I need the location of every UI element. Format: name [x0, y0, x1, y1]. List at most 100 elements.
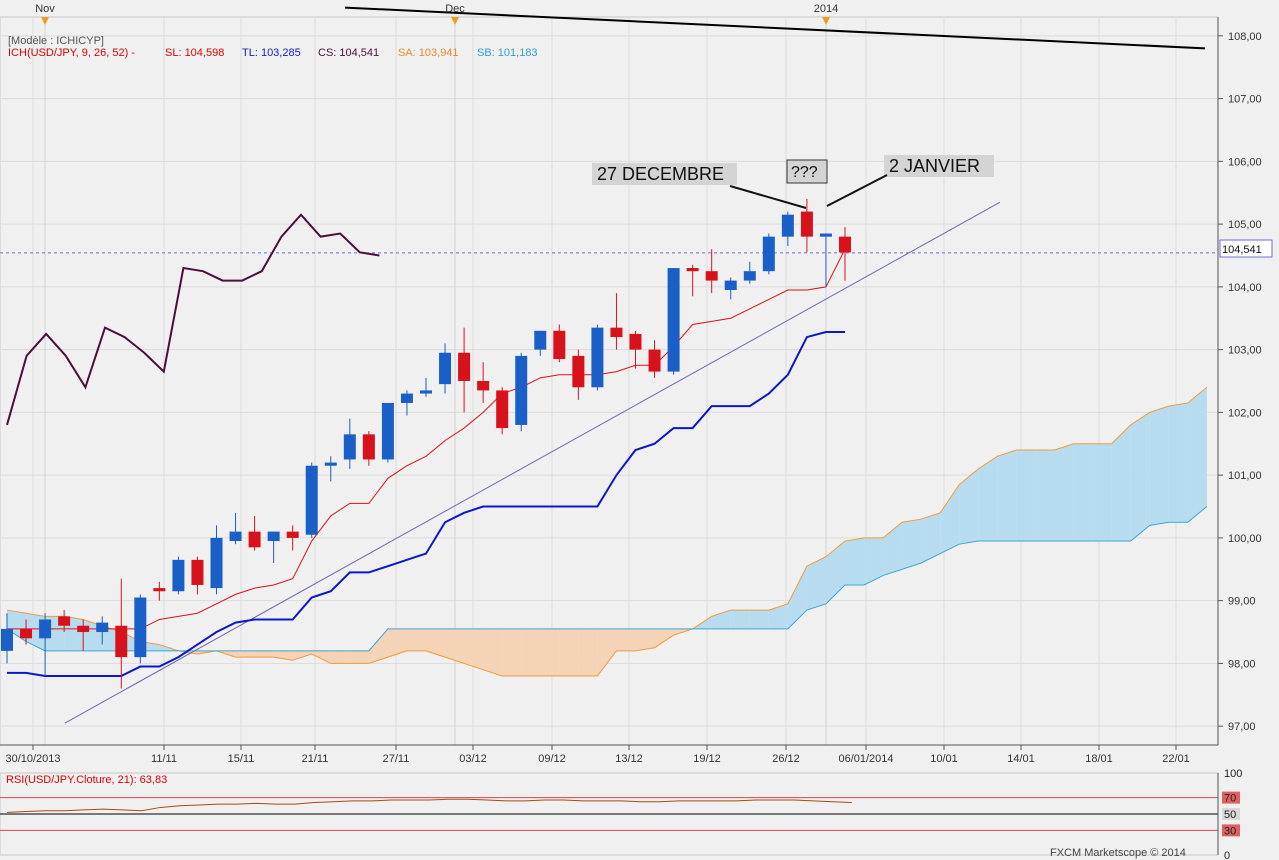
copyright: FXCM Marketscope © 2014: [1050, 847, 1186, 859]
candle-body: [77, 625, 90, 633]
candle-body: [210, 537, 223, 589]
y-tick-label: 103,00: [1228, 345, 1262, 357]
candle-body: [572, 355, 585, 388]
cloud-segment: [921, 512, 941, 563]
candle-body: [324, 462, 337, 466]
candle-body: [648, 349, 661, 372]
x-tick-label: 18/01: [1085, 753, 1113, 765]
candle-body: [229, 531, 242, 542]
candle-body: [191, 559, 204, 585]
y-tick-label: 105,00: [1228, 219, 1262, 231]
x-tick-label: 15/11: [228, 753, 255, 765]
candle-body: [629, 333, 642, 350]
legend-model: [Modèle : ICHICYP]: [8, 35, 104, 47]
cloud-segment: [1130, 412, 1150, 542]
rsi-tick-bg: [1222, 808, 1240, 820]
axes: 97,00 98,00 99,00 100,00 101,00 102,00 103,00 1…: [0, 3, 1262, 765]
candle-body: [172, 559, 185, 592]
cloud-segment: [311, 650, 331, 664]
x-tick-label: 21/11: [302, 753, 329, 765]
candles: [1, 199, 851, 689]
candle-body: [134, 597, 147, 658]
candle-body: [343, 434, 356, 460]
cloud-segment: [1035, 450, 1055, 542]
candle-body: [705, 271, 718, 281]
top-marker-label: 2014: [814, 3, 838, 15]
top-marker-arrow: [41, 17, 49, 25]
candle-body: [762, 236, 775, 272]
indicator-lines: [0, 6, 1218, 724]
candle-body: [1, 628, 13, 651]
cloud-segment: [635, 628, 655, 651]
cloud-segment: [978, 456, 998, 542]
cloud-segment: [273, 650, 293, 661]
cloud-segment: [997, 450, 1017, 542]
candle-body: [553, 330, 566, 360]
candle-body: [724, 280, 737, 290]
x-tick-label: 22/01: [1162, 753, 1190, 765]
legend-sb: SB: 101,183: [477, 47, 538, 59]
y-tick-label: 104,00: [1228, 282, 1262, 294]
cloud-segment: [845, 537, 865, 585]
candle-body: [667, 268, 680, 372]
annotation-jan2: 2 JANVIER: [889, 156, 980, 176]
plot-area: [0, 16, 1219, 746]
cloud-segment: [445, 628, 465, 664]
current-price-label: 104,541: [1222, 244, 1262, 256]
cloud-segment: [254, 650, 274, 658]
cloud-segment: [806, 556, 826, 611]
trendline: [64, 201, 1001, 724]
cloud-segment: [711, 610, 731, 629]
rsi-tick-bg: [1222, 791, 1240, 804]
cloud-segment: [1073, 443, 1093, 542]
y-tick-label: 107,00: [1228, 94, 1262, 106]
overlay: [Modèle : ICHICYP] ICH(USD/JPY, 9, 26, 5…: [6, 35, 1273, 859]
cloud-segment: [406, 628, 426, 651]
cloud-segment: [768, 603, 788, 629]
legend-ich: ICH(USD/JPY, 9, 26, 52) -: [8, 47, 135, 59]
cloud-segment: [1054, 443, 1074, 542]
candle-body: [420, 390, 432, 394]
candle-body: [610, 327, 623, 338]
x-tick-label: 14/01: [1007, 753, 1035, 765]
candle-body: [115, 625, 128, 658]
senkou-span-b-line: [6, 506, 1208, 652]
candle-body: [153, 588, 166, 592]
legend-cs: CS: 104,541: [318, 47, 379, 59]
cloud-segment: [292, 650, 312, 661]
cloud-segment: [349, 650, 369, 664]
x-tick-label: 19/12: [693, 753, 721, 765]
cloud-segment: [902, 519, 922, 570]
annotation-dec27-box: [592, 163, 737, 185]
top-marker-label: Dec: [445, 3, 465, 15]
annotation-question: ???: [791, 164, 818, 181]
annotation-question-box: [786, 159, 828, 184]
cloud-segment: [1168, 402, 1188, 523]
y-tick-label: 97,00: [1228, 721, 1256, 733]
candle-body: [515, 355, 528, 425]
cloud-segment: [654, 628, 674, 648]
rsi-legend: RSI(USD/JPY.Cloture, 21): 63,83: [6, 774, 167, 786]
rsi-tick-label: 0: [1224, 850, 1230, 860]
cloud-segment: [521, 628, 541, 676]
cloud-segment: [578, 628, 598, 676]
candle-body: [248, 531, 261, 548]
candle-body: [362, 434, 375, 460]
top-marker-arrow: [451, 17, 459, 25]
rsi-panel: 100 70 50 30 0: [0, 768, 1242, 860]
cloud-segment: [540, 628, 560, 676]
cloud-segment: [368, 628, 388, 664]
candle-body: [305, 465, 318, 535]
kumo-cloud: [7, 387, 1207, 676]
candle-body: [286, 531, 299, 538]
x-tick-label: 27/11: [383, 753, 410, 765]
rsi-tick-label: 100: [1224, 768, 1242, 780]
cloud-segment: [749, 610, 769, 629]
cloud-segment: [483, 628, 503, 676]
cloud-segment: [597, 628, 617, 676]
cloud-segment: [940, 484, 960, 554]
rsi-tick-label: 50: [1224, 809, 1236, 821]
kijun-sen-line: [7, 331, 845, 677]
annotation-jan2-box: [884, 155, 994, 177]
